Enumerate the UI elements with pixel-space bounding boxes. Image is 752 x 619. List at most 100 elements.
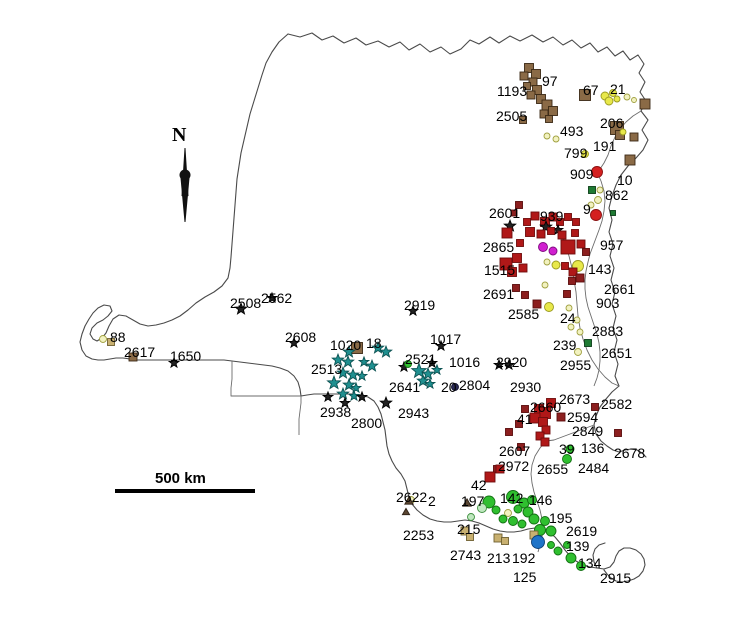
site-label-862: 862	[605, 187, 629, 203]
map-marker-teal-star	[342, 344, 356, 358]
map-marker-yellow-circle	[609, 89, 617, 97]
site-label-2800: 2800	[351, 415, 383, 431]
map-marker-brown-square	[128, 352, 138, 362]
map-marker-brown-square	[524, 63, 534, 73]
map-marker-navy-circle	[451, 383, 459, 391]
site-label-125: 125	[513, 569, 537, 585]
map-marker-maroon-square	[515, 420, 523, 428]
site-label-97: 97	[542, 73, 558, 89]
map-marker-teal-star	[365, 358, 379, 372]
map-marker-dark-red-square	[518, 263, 528, 273]
map-marker-black-star	[265, 291, 279, 304]
map-marker-maroon-square	[505, 428, 513, 436]
site-label-2513: 2513	[311, 361, 343, 377]
map-marker-dark-red-square	[523, 218, 531, 226]
site-label-146: 146	[529, 492, 553, 508]
map-marker-teal-star	[379, 344, 393, 358]
map-marker-maroon-square	[563, 290, 571, 298]
map-marker-brown-square	[545, 115, 553, 123]
map-marker-green-circle	[553, 546, 563, 556]
site-label-142: 142	[500, 490, 524, 506]
map-marker-black-star	[167, 356, 181, 369]
map-marker-dark-red-square	[530, 211, 540, 221]
site-label-2601: 2601	[489, 205, 521, 221]
site-label-2661: 2661	[604, 281, 636, 297]
site-label-239: 239	[553, 337, 577, 353]
map-marker-brown-square	[519, 71, 529, 81]
site-label-1650: 1650	[170, 348, 202, 364]
map-marker-maroon-square	[521, 405, 529, 413]
north-arrow-label: N	[172, 124, 187, 146]
site-label-9: 9	[583, 201, 591, 217]
map-marker-dark-red-square	[499, 257, 513, 271]
map-marker-pale-green-circle	[477, 503, 487, 513]
site-label-2743: 2743	[450, 547, 482, 563]
map-marker-maroon-square	[556, 412, 566, 422]
map-marker-dark-red-square	[561, 262, 569, 270]
map-marker-brown-square	[629, 132, 639, 142]
map-marker-yellow-circle	[581, 150, 589, 158]
map-marker-red-circle	[590, 209, 602, 221]
map-marker-teal-star	[346, 367, 360, 381]
scale-bar-label: 500 km	[155, 470, 206, 487]
map-marker-black-star	[425, 356, 439, 369]
map-marker-green-circle	[565, 444, 575, 454]
map-marker-green-circle	[547, 541, 555, 549]
map-marker-dark-red-square	[546, 398, 556, 408]
map-marker-pale-yellow-circle	[596, 186, 604, 194]
site-label-2678: 2678	[614, 445, 646, 461]
map-marker-dark-red-square	[564, 213, 572, 221]
site-label-2: 2	[428, 493, 436, 509]
site-label-2651: 2651	[601, 345, 633, 361]
map-marker-dark-red-square	[540, 437, 550, 447]
site-label-2943: 2943	[398, 405, 430, 421]
map-marker-green-circle	[404, 360, 412, 368]
map-marker-black-star	[234, 301, 248, 315]
site-label-2930: 2930	[510, 379, 542, 395]
site-label-134: 134	[578, 555, 602, 571]
map-marker-brown-square	[351, 342, 363, 354]
map-marker-green-circle	[508, 516, 518, 526]
map-marker-maroon-square	[512, 284, 520, 292]
map-marker-green-circle	[528, 513, 540, 525]
map-marker-green-circle	[513, 504, 523, 514]
site-label-88: 88	[110, 329, 126, 345]
map-marker-maroon-square	[591, 403, 599, 411]
site-label-2594: 2594	[567, 409, 599, 425]
map-marker-dark-red-square	[560, 239, 576, 255]
site-label-195: 195	[549, 510, 573, 526]
map-marker-dark-red-square	[576, 239, 586, 249]
map-marker-dark-red-square	[571, 229, 579, 237]
map-marker-magenta-circle	[548, 246, 558, 256]
map-marker-green-circle	[562, 454, 572, 464]
site-label-21: 21	[610, 81, 626, 97]
map-marker-dark-red-square	[535, 431, 545, 441]
map-marker-black-star	[379, 395, 393, 409]
site-label-903: 903	[596, 295, 620, 311]
map-marker-brown-square	[548, 106, 558, 116]
map-marker-brown-square	[624, 154, 636, 166]
site-label-24: 24	[560, 310, 576, 326]
site-label-2585: 2585	[508, 306, 540, 322]
map-marker-pale-yellow-circle	[543, 258, 551, 266]
map-marker-teal-star	[430, 363, 444, 376]
scale-bar	[115, 489, 255, 493]
site-label-197: 197	[461, 493, 485, 509]
site-label-1193: 1193	[497, 83, 528, 99]
site-label-2641: 2641	[389, 379, 421, 395]
site-label-1017: 1017	[430, 331, 462, 347]
map-marker-teal-star	[410, 362, 428, 379]
site-label-957: 957	[600, 237, 624, 253]
map-marker-maroon-square	[568, 277, 576, 285]
map-marker-green-circle	[540, 516, 550, 526]
site-label-18: 18	[366, 335, 382, 351]
map-marker-black-star	[539, 219, 553, 233]
map-marker-yellow-circle	[604, 96, 614, 106]
site-label-2915: 2915	[600, 570, 632, 586]
map-marker-dark-triangle	[404, 495, 414, 505]
site-label-2660: 2660	[530, 399, 562, 415]
site-label-143: 143	[588, 261, 612, 277]
site-label-1515: 1515	[484, 262, 516, 278]
map-marker-dark-red-square	[557, 230, 567, 240]
